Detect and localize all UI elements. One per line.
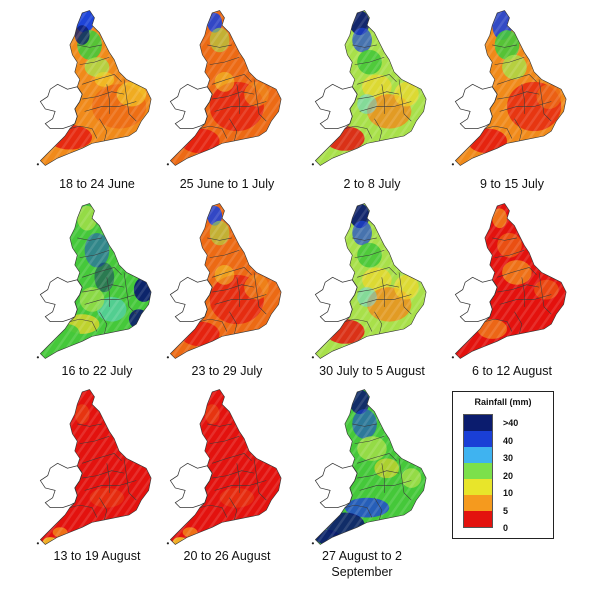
legend-swatch <box>464 479 492 496</box>
legend-swatch <box>464 415 492 432</box>
rainfall-legend: Rainfall (mm) >40 40 30 20 10 5 0 <box>452 391 554 539</box>
map-caption: 13 to 19 August <box>53 549 141 563</box>
legend-swatch <box>464 447 492 464</box>
rainfall-map <box>36 10 152 166</box>
legend-tick-label: >40 <box>503 418 519 428</box>
map-caption: 9 to 15 July <box>480 177 544 191</box>
rainfall-map <box>36 203 152 359</box>
rainfall-map <box>451 10 567 166</box>
rainfall-map <box>166 389 282 545</box>
map-caption: 20 to 26 August <box>183 549 271 563</box>
map-caption: 30 July to 5 August <box>319 364 425 378</box>
legend-swatch <box>464 431 492 448</box>
map-caption: 23 to 29 July <box>191 364 263 378</box>
legend-tick-label: 10 <box>503 488 514 498</box>
rainfall-map <box>311 389 427 545</box>
rainfall-map <box>311 10 427 166</box>
rainfall-map <box>451 203 567 359</box>
map-caption: 25 June to 1 July <box>179 177 275 191</box>
map-caption: 2 to 8 July <box>343 177 401 191</box>
legend-tick-label: 0 <box>503 523 509 533</box>
legend-swatch <box>464 511 492 527</box>
legend-title: Rainfall (mm) <box>474 397 532 407</box>
map-caption: 6 to 12 August <box>472 364 552 378</box>
map-caption: 27 August to 2 September <box>322 549 402 579</box>
legend-tick-label: 20 <box>503 470 514 481</box>
rainfall-map <box>166 203 282 359</box>
legend-swatch <box>464 495 492 512</box>
rainfall-map <box>311 203 427 359</box>
rainfall-map <box>36 389 152 545</box>
legend-tick-label: 40 <box>503 435 514 446</box>
cropped-header <box>0 0 600 3</box>
legend-color-ramp <box>463 414 493 528</box>
map-caption: 18 to 24 June <box>59 177 135 191</box>
legend-tick-label: 5 <box>503 505 509 516</box>
rainfall-map <box>166 10 282 166</box>
legend-tick-label: 30 <box>503 453 514 463</box>
map-caption: 16 to 22 July <box>61 364 133 378</box>
legend-swatch <box>464 463 492 480</box>
